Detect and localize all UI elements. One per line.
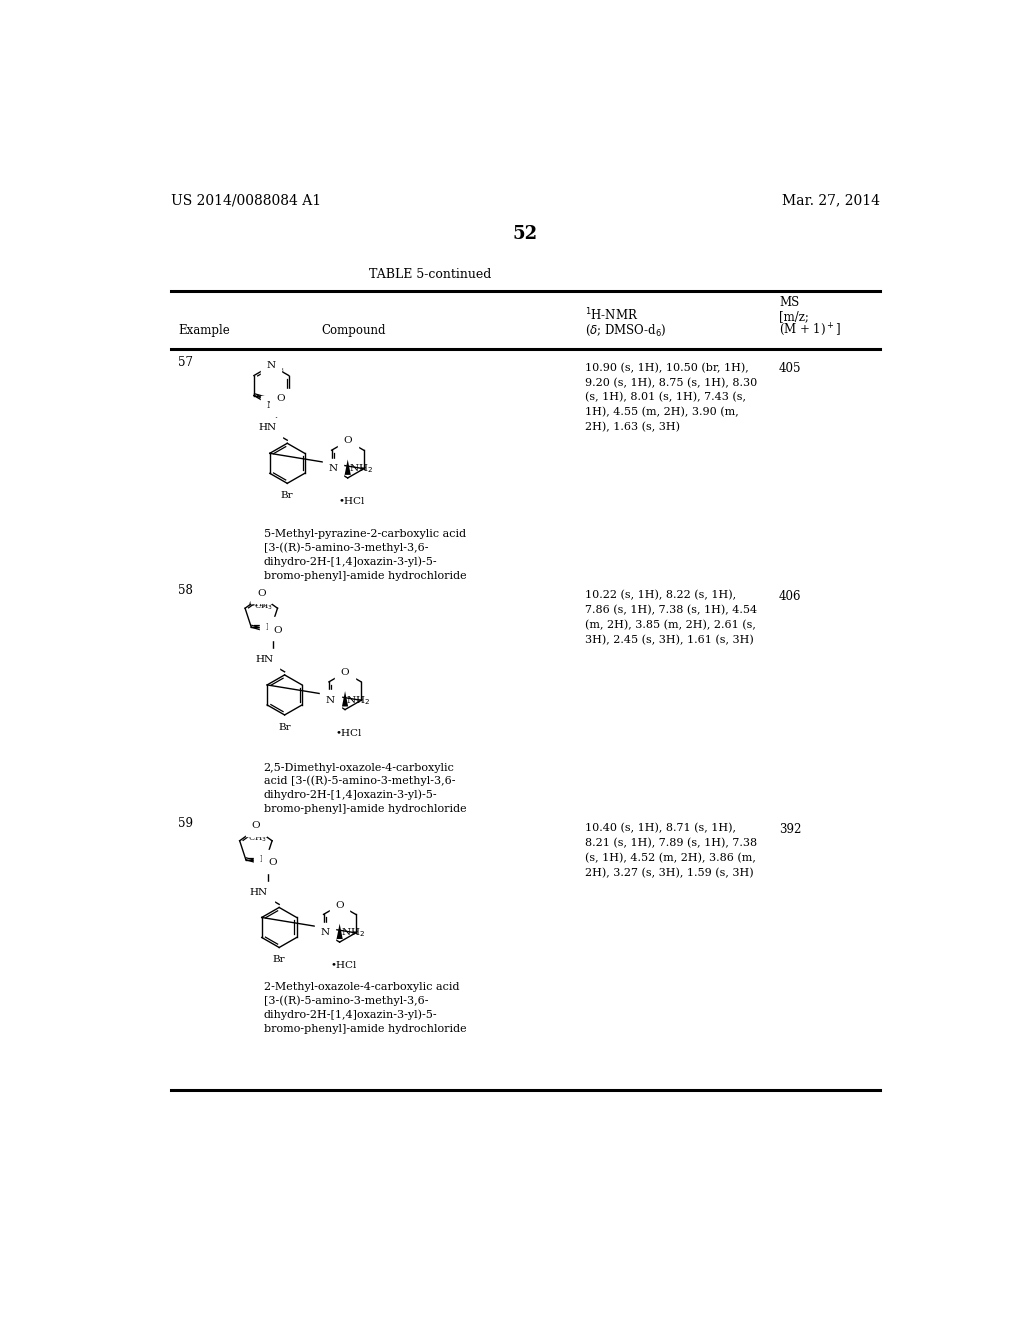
Text: N: N [260, 855, 269, 865]
Text: 405: 405 [779, 363, 802, 375]
Text: O: O [341, 668, 349, 677]
Text: •HCl: •HCl [331, 961, 356, 970]
Text: O: O [275, 395, 285, 403]
Text: N: N [321, 928, 330, 937]
Text: MS: MS [779, 296, 800, 309]
Text: N: N [326, 696, 335, 705]
Text: NH$_2$: NH$_2$ [346, 694, 370, 706]
Text: acid [3-((R)-5-amino-3-methyl-3,6-: acid [3-((R)-5-amino-3-methyl-3,6- [263, 776, 455, 787]
Text: dihydro-2H-[1,4]oxazin-3-yl)-5-: dihydro-2H-[1,4]oxazin-3-yl)-5- [263, 1010, 437, 1020]
Text: O: O [268, 858, 276, 867]
Text: 57: 57 [178, 356, 194, 370]
Text: NH$_2$: NH$_2$ [341, 927, 365, 940]
Text: [3-((R)-5-amino-3-methyl-3,6-: [3-((R)-5-amino-3-methyl-3,6- [263, 543, 428, 553]
Text: N: N [267, 362, 275, 370]
Text: NH$_2$: NH$_2$ [348, 462, 373, 475]
Text: CH$_3$: CH$_3$ [248, 599, 267, 610]
Text: TABLE 5-continued: TABLE 5-continued [369, 268, 492, 281]
Text: 5-Methyl-pyrazine-2-carboxylic acid: 5-Methyl-pyrazine-2-carboxylic acid [263, 529, 466, 540]
Text: 406: 406 [779, 590, 802, 603]
Text: bromo-phenyl]-amide hydrochloride: bromo-phenyl]-amide hydrochloride [263, 570, 466, 581]
Text: N: N [265, 623, 274, 632]
Text: Br: Br [281, 491, 294, 500]
Text: 10.40 (s, 1H), 8.71 (s, 1H),
8.21 (s, 1H), 7.89 (s, 1H), 7.38
(s, 1H), 4.52 (m, : 10.40 (s, 1H), 8.71 (s, 1H), 8.21 (s, 1H… [586, 822, 758, 878]
Text: bromo-phenyl]-amide hydrochloride: bromo-phenyl]-amide hydrochloride [263, 804, 466, 814]
Text: HN: HN [250, 887, 268, 896]
Text: O: O [257, 589, 265, 598]
Text: US 2014/0088084 A1: US 2014/0088084 A1 [171, 194, 321, 207]
Polygon shape [342, 692, 348, 706]
Text: N: N [329, 465, 338, 473]
Text: [3-((R)-5-amino-3-methyl-3,6-: [3-((R)-5-amino-3-methyl-3,6- [263, 995, 428, 1006]
Text: N: N [267, 401, 275, 411]
Text: [m/z;: [m/z; [779, 310, 809, 323]
Text: Br: Br [272, 956, 286, 964]
Polygon shape [337, 924, 343, 939]
Text: HN: HN [258, 424, 276, 433]
Text: Br: Br [279, 722, 291, 731]
Text: bromo-phenyl]-amide hydrochloride: bromo-phenyl]-amide hydrochloride [263, 1023, 466, 1034]
Text: ($\delta$; DMSO-d$_6$): ($\delta$; DMSO-d$_6$) [586, 323, 667, 338]
Text: 59: 59 [178, 817, 194, 830]
Text: 392: 392 [779, 822, 802, 836]
Text: CH$_3$: CH$_3$ [249, 834, 267, 845]
Text: dihydro-2H-[1,4]oxazin-3-yl)-5-: dihydro-2H-[1,4]oxazin-3-yl)-5- [263, 789, 437, 800]
Text: 52: 52 [512, 226, 538, 243]
Text: $^1$H-NMR: $^1$H-NMR [586, 306, 639, 323]
Text: Compound: Compound [322, 323, 386, 337]
Text: (M + 1)$^+$]: (M + 1)$^+$] [779, 322, 841, 338]
Text: O: O [335, 900, 344, 909]
Polygon shape [345, 459, 351, 475]
Text: CH$_3$: CH$_3$ [266, 364, 285, 375]
Text: dihydro-2H-[1,4]oxazin-3-yl)-5-: dihydro-2H-[1,4]oxazin-3-yl)-5- [263, 557, 437, 568]
Text: Mar. 27, 2014: Mar. 27, 2014 [781, 194, 880, 207]
Text: 58: 58 [178, 585, 194, 597]
Text: 10.90 (s, 1H), 10.50 (br, 1H),
9.20 (s, 1H), 8.75 (s, 1H), 8.30
(s, 1H), 8.01 (s: 10.90 (s, 1H), 10.50 (br, 1H), 9.20 (s, … [586, 363, 758, 433]
Text: 2-Methyl-oxazole-4-carboxylic acid: 2-Methyl-oxazole-4-carboxylic acid [263, 982, 459, 993]
Text: •HCl: •HCl [336, 729, 362, 738]
Text: O: O [343, 437, 352, 445]
Text: 2,5-Dimethyl-oxazole-4-carboxylic: 2,5-Dimethyl-oxazole-4-carboxylic [263, 763, 455, 772]
Text: Example: Example [178, 323, 230, 337]
Text: O: O [273, 626, 282, 635]
Text: 10.22 (s, 1H), 8.22 (s, 1H),
7.86 (s, 1H), 7.38 (s, 1H), 4.54
(m, 2H), 3.85 (m, : 10.22 (s, 1H), 8.22 (s, 1H), 7.86 (s, 1H… [586, 590, 758, 645]
Text: O: O [252, 821, 260, 830]
Text: •HCl: •HCl [338, 498, 365, 507]
Text: CH$_3$: CH$_3$ [254, 602, 272, 612]
Text: HN: HN [255, 655, 273, 664]
